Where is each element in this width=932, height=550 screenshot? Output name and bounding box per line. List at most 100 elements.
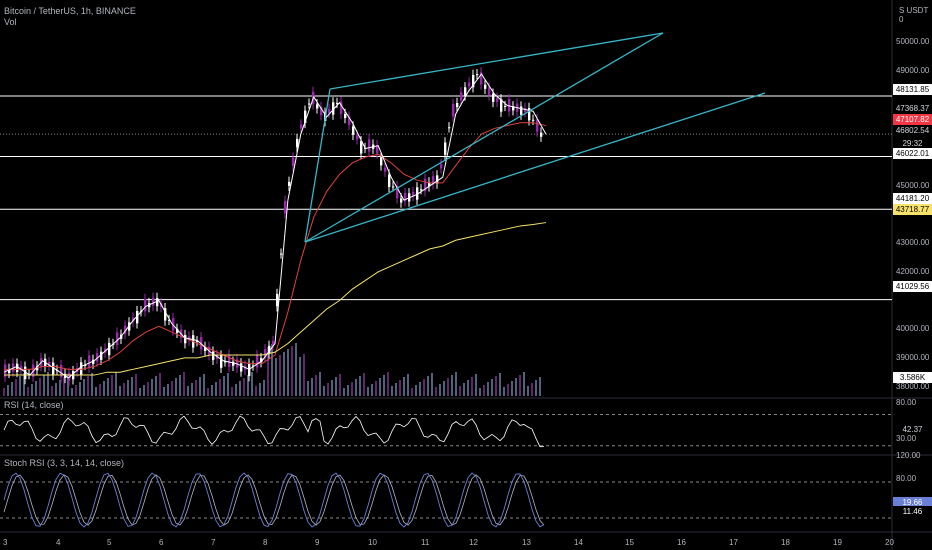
volume-bar [515,378,517,396]
price-tag: 43718.77 [893,204,932,215]
volume-bar [19,376,21,396]
volume-bar [395,383,397,396]
price-axis-tick: 39000.00 [896,352,930,362]
candle-body [428,182,431,187]
volume-bar [63,377,65,396]
volume-bar [495,376,497,396]
candle-body [296,138,299,148]
candle-body [132,317,135,322]
candle-body [392,186,395,188]
volume-bar [87,376,89,396]
candle-body [500,99,503,112]
candle-body [212,351,215,360]
volume-bar [95,387,97,396]
candle-body [300,124,303,129]
volume-bar [419,382,421,396]
candle-body [520,106,523,115]
volume-bar [271,344,273,396]
price-axis-tick: 45000.00 [896,180,930,190]
price-tag: 44181.20 [893,193,932,204]
volume-bar [459,386,461,396]
volume-bar [251,372,253,396]
candle-body [508,99,511,112]
volume-bar [299,357,301,396]
stoch-axis-tick: 80.00 [896,474,917,483]
volume-bar [287,349,289,396]
candle-body [280,253,283,255]
volume-bar [463,383,465,396]
volume-bar [351,382,353,396]
volume-bar [187,386,189,396]
volume-bar [31,384,33,396]
candle-body [332,102,335,115]
price-axis-tick: 40000.00 [896,324,930,334]
volume-bar [243,378,245,396]
volume-bar [523,372,525,396]
volume-bar [51,386,53,396]
volume-bar [303,354,305,396]
candle-body [368,139,371,152]
volume-bar [219,379,221,396]
volume-bar [59,380,61,396]
candle-body [52,362,55,376]
candle-body [24,366,27,380]
volume-bar [439,384,441,396]
candle-body [240,363,243,372]
volume-bar [511,381,513,396]
price-tag: 46022.01 [893,148,932,159]
candle-body [268,345,271,355]
x-axis-tick: 5 [107,538,112,547]
volume-bar [467,380,469,396]
volume-bar [159,373,161,396]
volume-bar [499,373,501,396]
x-axis-tick: 15 [625,538,634,547]
x-axis-tick: 19 [833,538,842,547]
candle-body [436,175,439,184]
price-tag: 48131.85 [893,84,932,95]
volume-bar [391,386,393,396]
price-axis-tick: 43000.00 [896,238,930,248]
volume-bar [199,377,201,396]
x-axis-tick: 9 [315,538,320,547]
candle-body [344,113,347,119]
candle-body [444,142,447,155]
x-axis-tick: 8 [263,538,268,547]
candle-body [456,102,459,108]
volume-bar [111,375,113,396]
candle-body [196,341,199,343]
volume-bar [83,379,85,396]
price-axis-tick: 38000.00 [896,381,930,391]
volume-bar [471,377,473,396]
candle-body [84,364,87,366]
candle-body [168,320,171,322]
symbol-title: Bitcoin / TetherUS, 1h, BINANCE [4,6,136,16]
candle-body [20,366,23,371]
candle-body [320,107,323,116]
volume-bar [487,382,489,396]
volume-bar [99,384,101,396]
rsi-line [3,415,545,448]
x-axis-tick: 6 [159,538,164,547]
candle-body [96,353,99,362]
volume-bar [427,376,429,396]
candle-body [400,198,403,203]
volume-bar [227,373,229,396]
ma-mid-line [4,122,547,370]
candle-body [484,84,487,89]
volume-bar [311,378,313,396]
volume-bar [255,386,257,396]
volume-bar [151,379,153,396]
volume-bar [371,384,373,396]
volume-bar [195,380,197,396]
volume-bar [295,343,297,396]
volume-bar [355,379,357,396]
volume-bar [291,346,293,396]
candle-body [284,200,287,214]
volume-bar [479,388,481,396]
candle-body [420,189,423,191]
candle-body [232,361,235,366]
stoch-k-line [3,472,545,528]
candle-body [8,368,11,373]
volume-bar [139,388,141,396]
